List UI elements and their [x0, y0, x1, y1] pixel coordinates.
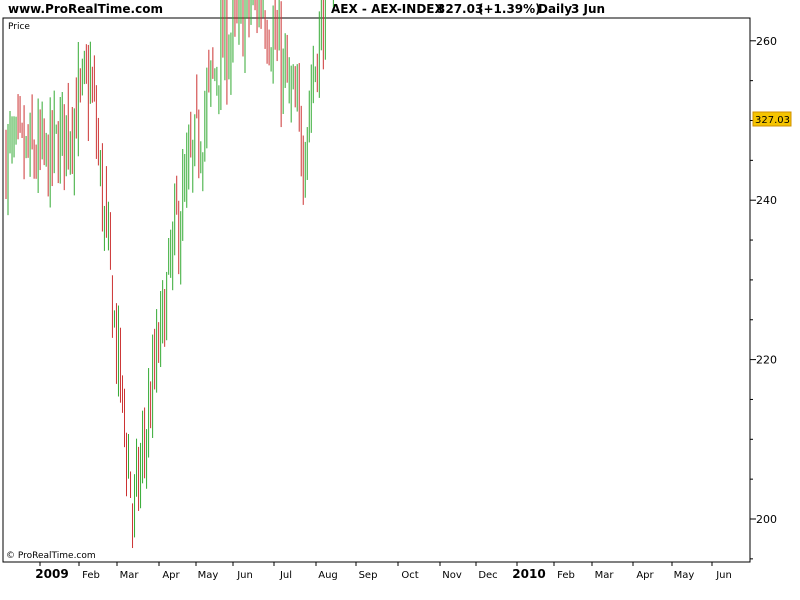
x-tick-label: 2009	[35, 567, 68, 581]
x-tick-label: Jun	[715, 570, 732, 581]
x-tick-label: Sep	[359, 570, 378, 581]
x-tick-label: Dec	[478, 570, 497, 581]
x-tick-label: Nov	[442, 570, 462, 581]
y-tick-label: 260	[756, 35, 777, 48]
date-label: 3 Jun	[571, 2, 606, 16]
y-tick-label: 240	[756, 194, 777, 207]
period-label: Daily	[538, 2, 573, 16]
x-tick-label: Apr	[636, 570, 654, 581]
last-price-box	[752, 111, 792, 127]
chart-header: www.ProRealTime.com AEX - AEX-INDEX 327.…	[0, 0, 800, 18]
x-axis: 2009 Feb Mar Apr May Jun Jul Aug Sep Oct Nov Dec 201…	[35, 562, 732, 581]
x-tick-label: Jul	[279, 570, 292, 581]
x-tick-label: Apr	[162, 570, 180, 581]
price-change: (+1.39%)	[478, 2, 541, 16]
y-axis-title: Price	[8, 22, 30, 32]
plot-area	[2, 17, 751, 563]
site-name[interactable]: www.ProRealTime.com	[8, 2, 163, 16]
copyright: © ProRealTime.com	[6, 551, 96, 561]
x-tick-label: 2010	[512, 567, 545, 581]
x-tick-label: Feb	[82, 570, 100, 581]
x-tick-label: Feb	[557, 570, 575, 581]
x-tick-label: Oct	[401, 570, 418, 581]
x-tick-label: Mar	[120, 570, 140, 581]
instrument-name: AEX - AEX-INDEX	[331, 2, 444, 16]
last-price-tag: 327.03	[755, 115, 790, 126]
x-tick-label: Mar	[595, 570, 615, 581]
last-price: 327.03	[437, 2, 484, 16]
y-axis: 200220240260280300320340360	[750, 35, 777, 560]
x-tick-label: May	[674, 570, 695, 581]
price-bars	[5, 0, 334, 549]
x-tick-label: Jun	[236, 570, 253, 581]
x-tick-label: Aug	[318, 570, 338, 581]
y-tick-label: 200	[756, 513, 777, 526]
y-tick-label: 220	[756, 354, 777, 367]
x-tick-label: May	[198, 570, 219, 581]
